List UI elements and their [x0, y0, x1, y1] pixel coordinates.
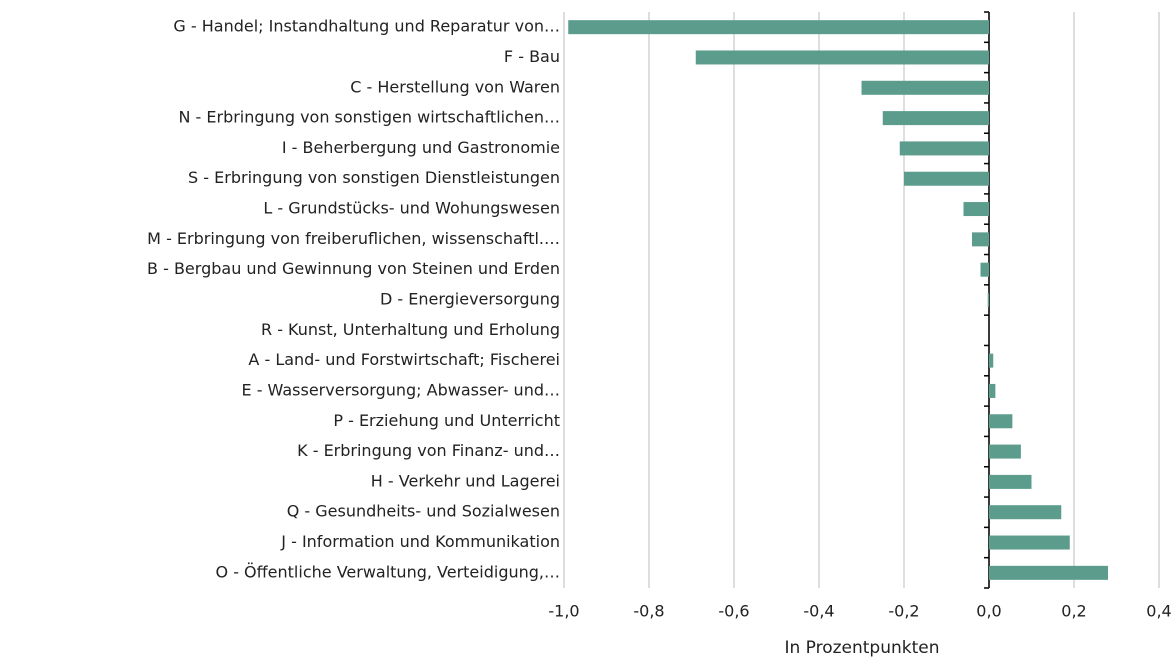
y-tick-label: R - Kunst, Unterhaltung und Erholung [261, 320, 560, 339]
x-tick-label: 0,0 [976, 602, 1001, 621]
bar [989, 565, 1108, 580]
y-tick-label: D - Energieversorgung [380, 290, 560, 309]
y-tick-label: A - Land- und Forstwirtschaft; Fischerei [248, 350, 560, 369]
x-tick-label: -0,8 [633, 602, 664, 621]
bar [989, 474, 1032, 489]
x-tick-label: -0,6 [718, 602, 749, 621]
bar [989, 535, 1070, 550]
x-tick-label: 0,4 [1146, 602, 1171, 621]
bar [695, 50, 989, 65]
bar [989, 444, 1021, 459]
y-tick-label: Q - Gesundheits- und Sozialwesen [287, 502, 560, 521]
y-tick-label: C - Herstellung von Waren [350, 77, 560, 96]
x-tick-label: -0,4 [803, 602, 834, 621]
y-tick-label: O - Öffentliche Verwaltung, Verteidigung… [216, 562, 560, 581]
y-tick-label: N - Erbringung von sonstigen wirtschaftl… [178, 108, 560, 127]
bar [987, 293, 989, 307]
y-tick-label: P - Erziehung und Unterricht [333, 411, 560, 430]
bar [963, 202, 989, 217]
y-tick-label: J - Information und Kommunikation [280, 532, 560, 551]
bar [568, 20, 989, 35]
y-tick-label: B - Bergbau und Gewinnung von Steinen un… [147, 259, 560, 278]
bar [989, 353, 994, 368]
y-tick-label: K - Erbringung von Finanz- und… [297, 441, 560, 460]
bar [989, 505, 1062, 520]
x-tick-label: -1,0 [548, 602, 579, 621]
y-tick-label: M - Erbringung von freiberuflichen, wiss… [147, 229, 560, 248]
x-tick-label: 0,2 [1061, 602, 1086, 621]
y-tick-label: E - Wasserversorgung; Abwasser- und… [242, 380, 561, 399]
x-tick-label: -0,2 [888, 602, 919, 621]
y-tick-label: H - Verkehr und Lagerei [371, 471, 560, 490]
bar [882, 111, 989, 126]
y-tick-label: I - Beherbergung und Gastronomie [282, 138, 560, 157]
bar [899, 141, 989, 156]
y-tick-label: S - Erbringung von sonstigen Dienstleist… [188, 168, 560, 187]
bar [972, 232, 989, 247]
bar [989, 414, 1013, 429]
bar [989, 383, 996, 398]
y-tick-label: F - Bau [504, 47, 560, 66]
bar [904, 171, 989, 186]
bar [861, 80, 989, 95]
x-axis-label: In Prozentpunkten [784, 638, 939, 658]
y-tick-label: L - Grundstücks- und Wohungswesen [263, 199, 560, 218]
y-tick-label: G - Handel; Instandhaltung und Reparatur… [173, 17, 560, 36]
bar [980, 262, 989, 277]
